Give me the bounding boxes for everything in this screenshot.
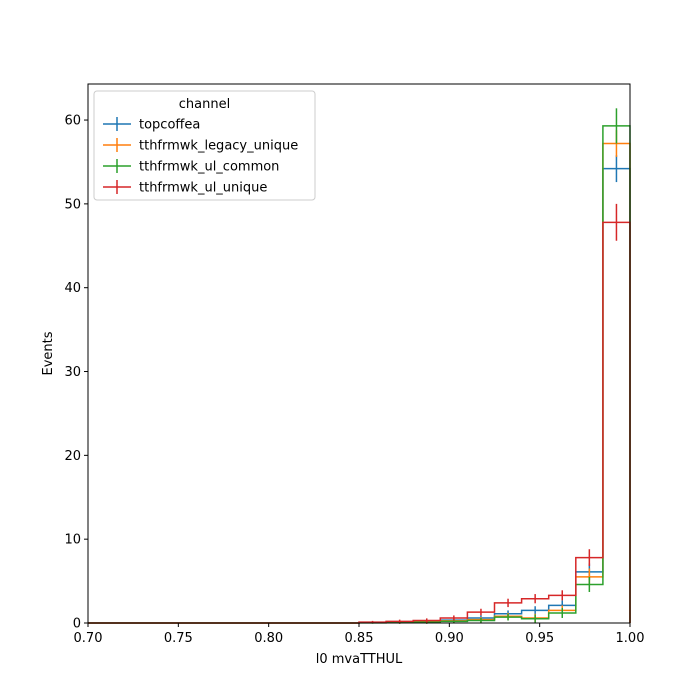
legend-label: tthfrmwk_ul_common <box>139 160 279 175</box>
y-tick-label: 30 <box>64 365 81 380</box>
y-axis: 0 10 20 30 40 50 60 <box>64 114 88 632</box>
legend-label: tthfrmwk_ul_unique <box>139 181 267 196</box>
legend-entry: tthfrmwk_legacy_unique <box>103 138 298 154</box>
legend-entry: tthfrmwk_ul_common <box>103 159 279 175</box>
x-tick-label: 0.75 <box>164 631 193 646</box>
x-tick-label: 0.80 <box>254 631 283 646</box>
legend-entry: topcoffea <box>103 117 200 133</box>
x-tick-label: 0.70 <box>74 631 103 646</box>
legend-label: tthfrmwk_legacy_unique <box>139 139 298 154</box>
y-tick-label: 40 <box>64 281 81 296</box>
x-tick-label: 0.95 <box>525 631 554 646</box>
x-tick-label: 1.00 <box>616 631 645 646</box>
legend-entries: topcoffea tthfrmwk_legacy_unique tthfrmwk_… <box>103 117 298 196</box>
y-tick-label: 20 <box>64 449 81 464</box>
legend-entry: tthfrmwk_ul_unique <box>103 180 267 196</box>
y-tick-label: 0 <box>73 617 81 632</box>
x-tick-label: 0.90 <box>435 631 464 646</box>
x-axis: 0.70 0.75 0.80 0.85 0.90 0.95 1.00 <box>74 623 645 646</box>
y-tick-label: 10 <box>64 533 81 548</box>
legend-label: topcoffea <box>139 118 200 133</box>
y-tick-label: 60 <box>64 114 81 129</box>
legend: channel topcoffeatthfrmwk_legacy_uniquet… <box>93 90 316 201</box>
y-tick-label: 50 <box>64 197 81 212</box>
legend-box <box>93 90 316 201</box>
y-axis-label: Events <box>41 331 56 375</box>
legend-title: channel <box>179 97 230 112</box>
x-axis-label: l0 mvaTTHUL <box>316 652 403 667</box>
x-tick-label: 0.85 <box>345 631 374 646</box>
